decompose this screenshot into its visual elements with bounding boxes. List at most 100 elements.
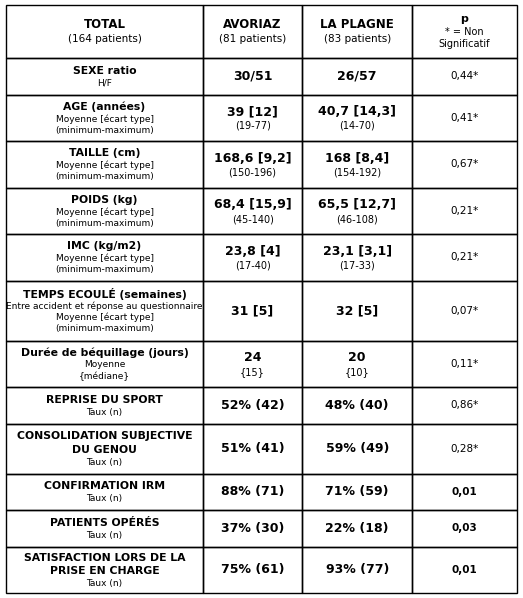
Text: 75% (61): 75% (61) — [221, 563, 285, 576]
Text: 37% (30): 37% (30) — [221, 522, 285, 535]
Text: (150-196): (150-196) — [229, 167, 277, 178]
Text: DU GENOU: DU GENOU — [72, 445, 137, 454]
Bar — [6, 510, 203, 547]
Text: CONFIRMATION IRM: CONFIRMATION IRM — [44, 481, 165, 491]
Bar — [412, 234, 517, 280]
Text: SEXE ratio: SEXE ratio — [73, 66, 137, 75]
Bar — [412, 547, 517, 593]
Bar — [302, 474, 412, 510]
Text: (minimum-maximum): (minimum-maximum) — [55, 172, 154, 181]
Text: Moyenne [écart type]: Moyenne [écart type] — [55, 313, 154, 322]
Bar — [203, 94, 302, 141]
Text: 59% (49): 59% (49) — [325, 442, 389, 455]
Text: (minimum-maximum): (minimum-maximum) — [55, 219, 154, 228]
Text: Entre accident et réponse au questionnaire: Entre accident et réponse au questionnai… — [6, 301, 203, 311]
Text: 68,4 [15,9]: 68,4 [15,9] — [214, 198, 291, 211]
Text: REPRISE DU SPORT: REPRISE DU SPORT — [46, 395, 163, 405]
Text: Moyenne [écart type]: Moyenne [écart type] — [55, 114, 154, 124]
Text: 0,03: 0,03 — [451, 523, 477, 533]
Text: (19-77): (19-77) — [235, 121, 270, 131]
Text: Taux (n): Taux (n) — [86, 457, 122, 466]
Bar — [6, 58, 203, 94]
Text: (17-40): (17-40) — [235, 261, 270, 270]
Text: (45-140): (45-140) — [232, 214, 274, 224]
Bar — [302, 58, 412, 94]
Bar — [203, 188, 302, 234]
Text: 23,1 [3,1]: 23,1 [3,1] — [323, 245, 392, 258]
Text: 23,8 [4]: 23,8 [4] — [225, 245, 280, 258]
Text: 51% (41): 51% (41) — [221, 442, 285, 455]
Text: 40,7 [14,3]: 40,7 [14,3] — [318, 105, 396, 118]
Text: Significatif: Significatif — [439, 39, 490, 50]
Bar — [6, 188, 203, 234]
Bar — [6, 547, 203, 593]
Text: 88% (71): 88% (71) — [221, 486, 285, 498]
Bar — [203, 340, 302, 387]
Text: 24: 24 — [244, 351, 262, 364]
Text: PRISE EN CHARGE: PRISE EN CHARGE — [50, 566, 160, 576]
Bar — [203, 510, 302, 547]
Text: p: p — [460, 14, 468, 25]
Text: Taux (n): Taux (n) — [86, 579, 122, 588]
Bar — [412, 188, 517, 234]
Bar — [412, 510, 517, 547]
Text: AGE (années): AGE (années) — [63, 101, 145, 112]
Text: 0,44*: 0,44* — [450, 71, 479, 81]
Bar — [412, 340, 517, 387]
Text: 0,01: 0,01 — [451, 565, 477, 575]
Bar — [6, 94, 203, 141]
Text: 65,5 [12,7]: 65,5 [12,7] — [318, 198, 396, 211]
Text: H/F: H/F — [97, 78, 112, 87]
Text: AVORIAZ: AVORIAZ — [223, 18, 282, 31]
Text: 0,41*: 0,41* — [450, 113, 479, 123]
Bar — [412, 474, 517, 510]
Text: Moyenne [écart type]: Moyenne [écart type] — [55, 161, 154, 170]
Bar — [203, 423, 302, 474]
Bar — [203, 5, 302, 58]
Bar — [412, 58, 517, 94]
Bar — [6, 423, 203, 474]
Text: LA PLAGNE: LA PLAGNE — [320, 18, 394, 31]
Text: 32 [5]: 32 [5] — [336, 304, 378, 317]
Text: (minimum-maximum): (minimum-maximum) — [55, 126, 154, 135]
Text: Taux (n): Taux (n) — [86, 530, 122, 539]
Bar — [302, 5, 412, 58]
Text: SATISFACTION LORS DE LA: SATISFACTION LORS DE LA — [24, 553, 185, 563]
Text: 168,6 [9,2]: 168,6 [9,2] — [214, 151, 291, 164]
Text: (minimum-maximum): (minimum-maximum) — [55, 324, 154, 333]
Text: {10}: {10} — [345, 367, 370, 377]
Text: PATIENTS OPÉRÉS: PATIENTS OPÉRÉS — [50, 518, 160, 528]
Bar — [6, 340, 203, 387]
Bar — [412, 423, 517, 474]
Bar — [6, 5, 203, 58]
Text: Taux (n): Taux (n) — [86, 494, 122, 503]
Text: Moyenne [écart type]: Moyenne [écart type] — [55, 208, 154, 217]
Text: Taux (n): Taux (n) — [86, 408, 122, 417]
Text: 0,21*: 0,21* — [450, 206, 479, 216]
Text: 22% (18): 22% (18) — [325, 522, 389, 535]
Text: {15}: {15} — [240, 367, 265, 377]
Text: (164 patients): (164 patients) — [67, 34, 142, 44]
Text: Moyenne [écart type]: Moyenne [écart type] — [55, 254, 154, 263]
Text: {médiane}: {médiane} — [79, 371, 130, 381]
Text: * = Non: * = Non — [445, 28, 484, 37]
Bar — [302, 94, 412, 141]
Bar — [302, 141, 412, 188]
Bar — [302, 280, 412, 340]
Text: CONSOLIDATION SUBJECTIVE: CONSOLIDATION SUBJECTIVE — [17, 431, 192, 441]
Text: Moyenne: Moyenne — [84, 361, 125, 370]
Text: POIDS (kg): POIDS (kg) — [71, 194, 138, 205]
Text: 0,28*: 0,28* — [450, 444, 479, 454]
Text: 168 [8,4]: 168 [8,4] — [325, 151, 389, 164]
Bar — [203, 234, 302, 280]
Bar — [302, 510, 412, 547]
Bar — [203, 387, 302, 423]
Text: (46-108): (46-108) — [336, 214, 378, 224]
Bar — [6, 234, 203, 280]
Bar — [6, 474, 203, 510]
Bar — [203, 547, 302, 593]
Text: 26/57: 26/57 — [337, 70, 377, 83]
Bar — [412, 94, 517, 141]
Text: 39 [12]: 39 [12] — [227, 105, 278, 118]
Text: (minimum-maximum): (minimum-maximum) — [55, 266, 154, 274]
